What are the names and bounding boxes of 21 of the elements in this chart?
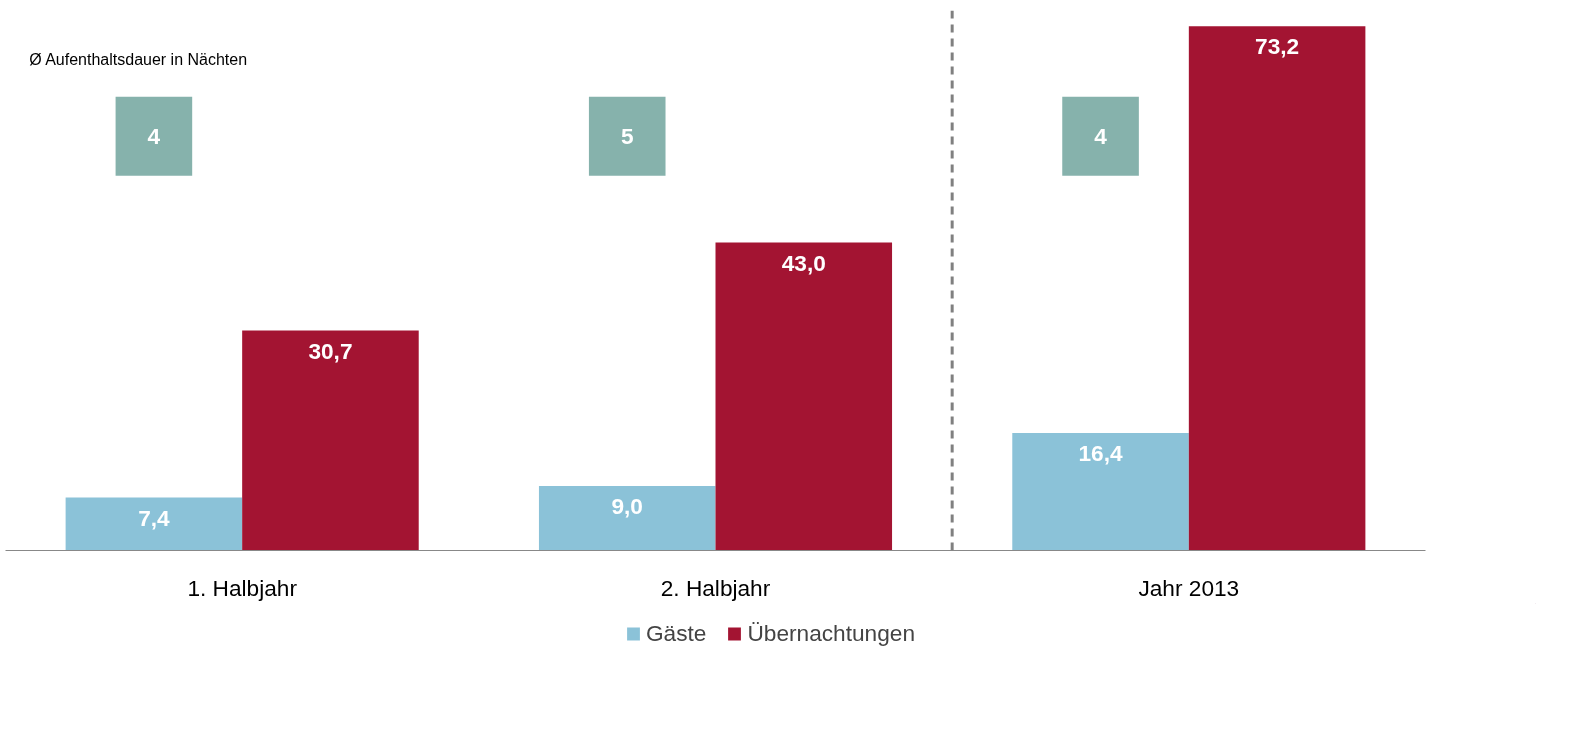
bar	[538, 486, 716, 551]
bar	[242, 330, 419, 551]
x-tick-label: Jahr 2013	[1138, 574, 1240, 601]
data-label: 9,0	[611, 493, 643, 520]
bar	[65, 497, 243, 551]
legend-label: Übernachtungen	[747, 619, 915, 647]
data-label: 7,4	[138, 504, 171, 531]
annotation: Ø Aufenthaltsdauer in Nächten	[29, 51, 248, 69]
data-label: 30,7	[308, 337, 353, 364]
annotation: 4	[1094, 122, 1108, 149]
data-label: 43,0	[781, 249, 826, 276]
x-tick-label: 1. Halbjahr	[187, 574, 298, 601]
legend-label: Gäste	[646, 619, 707, 647]
bar	[1188, 26, 1366, 551]
x-tick-label: 2. Halbjahr	[660, 574, 771, 601]
annotation: 5	[620, 122, 634, 149]
data-label: 73,2	[1255, 33, 1300, 60]
annotation: 4	[147, 122, 161, 149]
bar	[1012, 433, 1189, 551]
bar	[715, 242, 893, 551]
data-label: 16,4	[1078, 440, 1123, 467]
